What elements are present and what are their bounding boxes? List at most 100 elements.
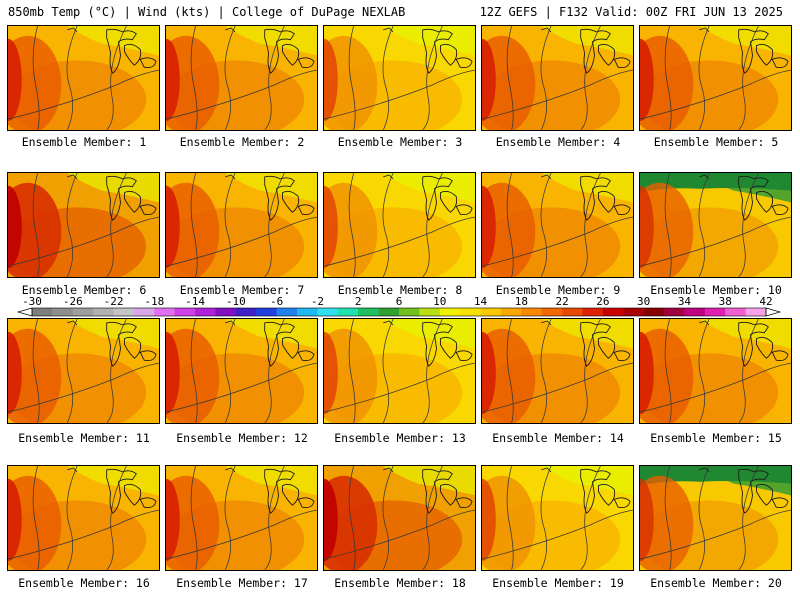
ensemble-panel xyxy=(481,318,634,424)
ensemble-panel xyxy=(323,172,476,278)
colorbar-swatch xyxy=(276,308,298,316)
ensemble-panel xyxy=(639,172,792,278)
colorbar-swatch xyxy=(215,308,237,316)
temperature-map xyxy=(324,173,475,277)
colorbar-swatch xyxy=(439,308,461,316)
temperature-map xyxy=(166,466,317,570)
temperature-map xyxy=(482,26,633,130)
colorbar-tick-label: -2 xyxy=(311,296,324,308)
colorbar-swatch xyxy=(399,308,420,316)
ensemble-panel xyxy=(7,172,160,278)
ensemble-member-label: Ensemble Member: 14 xyxy=(492,431,624,445)
colorbar-swatch xyxy=(500,308,522,316)
ensemble-member-label: Ensemble Member: 2 xyxy=(179,135,305,149)
colorbar-swatch xyxy=(256,308,277,316)
ensemble-member-label: Ensemble Member: 13 xyxy=(334,431,466,445)
ensemble-member-label: Ensemble Member: 17 xyxy=(176,576,308,590)
colorbar-swatch xyxy=(643,308,665,316)
ensemble-panel xyxy=(7,25,160,131)
colorbar-swatch xyxy=(725,308,746,316)
temperature-map xyxy=(482,319,633,423)
colorbar-tick-label: 2 xyxy=(355,296,362,308)
ensemble-panel xyxy=(165,465,318,571)
colorbar-swatch xyxy=(195,308,216,316)
colorbar-tick-label: -14 xyxy=(185,296,205,308)
temperature-map xyxy=(8,173,159,277)
ensemble-panel xyxy=(323,25,476,131)
ensemble-member-label: Ensemble Member: 3 xyxy=(337,135,463,149)
colorbar-tick-label: 26 xyxy=(596,296,609,308)
ensemble-panel xyxy=(165,318,318,424)
ensemble-panel xyxy=(481,465,634,571)
map-title: 850mb Temp (°C) | Wind (kts) | College o… xyxy=(8,5,406,19)
ensemble-member-label: Ensemble Member: 19 xyxy=(492,576,624,590)
colorbar-tick-label: 14 xyxy=(474,296,488,308)
colorbar-tick-label: 38 xyxy=(719,296,732,308)
ensemble-member-label: Ensemble Member: 11 xyxy=(18,431,150,445)
ensemble-member-label: Ensemble Member: 16 xyxy=(18,576,150,590)
colorbar-tick-label: 18 xyxy=(515,296,528,308)
colorbar-tick-label: -30 xyxy=(22,296,42,308)
ensemble-member-label: Ensemble Member: 6 xyxy=(21,283,147,297)
colorbar-swatch xyxy=(521,308,543,316)
ensemble-member-label: Ensemble Member: 18 xyxy=(334,576,466,590)
colorbar-swatch xyxy=(337,308,359,316)
colorbar-swatch xyxy=(72,308,94,316)
colorbar-tick-label: -18 xyxy=(144,296,164,308)
colorbar-tick-label: -6 xyxy=(270,296,283,308)
colorbar-tick-label: -10 xyxy=(226,296,246,308)
ensemble-member-label: Ensemble Member: 1 xyxy=(21,135,147,149)
ensemble-member-label: Ensemble Member: 15 xyxy=(650,431,782,445)
colorbar-swatch xyxy=(32,308,53,316)
colorbar-swatch xyxy=(419,308,441,316)
ensemble-panel xyxy=(481,172,634,278)
temperature-map xyxy=(166,319,317,423)
ensemble-panel xyxy=(165,172,318,278)
ensemble-member-label: Ensemble Member: 5 xyxy=(653,135,779,149)
ensemble-member-label: Ensemble Member: 9 xyxy=(495,283,621,297)
colorbar-swatch xyxy=(113,308,135,316)
colorbar-swatch xyxy=(154,308,176,316)
temperature-map xyxy=(166,26,317,130)
colorbar-swatch xyxy=(378,308,400,316)
temperature-map xyxy=(324,319,475,423)
ensemble-panel xyxy=(7,318,160,424)
ensemble-panel xyxy=(481,25,634,131)
temperature-colorbar: -30 -26 -22 -18 -14 -10 -6 -2 2 6 10 14 18 22 26 30 34 38… xyxy=(16,296,782,317)
colorbar-tick-label: 22 xyxy=(555,296,568,308)
colorbar-swatch xyxy=(480,308,502,316)
ensemble-panel xyxy=(639,318,792,424)
temperature-map xyxy=(482,466,633,570)
ensemble-panel xyxy=(323,318,476,424)
ensemble-member-label: Ensemble Member: 7 xyxy=(179,283,305,297)
colorbar-swatch xyxy=(745,308,767,316)
colorbar-swatch xyxy=(704,308,726,316)
colorbar-swatch xyxy=(297,308,318,316)
temperature-map xyxy=(482,173,633,277)
colorbar-swatch xyxy=(582,308,604,316)
colorbar-swatch xyxy=(602,308,624,316)
colorbar-swatch xyxy=(358,308,379,316)
temperature-map xyxy=(324,26,475,130)
colorbar-swatch xyxy=(684,308,706,316)
colorbar-swatch xyxy=(541,308,563,316)
ensemble-member-label: Ensemble Member: 10 xyxy=(650,283,782,297)
temperature-map xyxy=(8,26,159,130)
colorbar-swatch xyxy=(317,308,339,316)
colorbar-swatch xyxy=(52,308,74,316)
ensemble-panel xyxy=(323,465,476,571)
temperature-map xyxy=(324,466,475,570)
colorbar-tick-label: 30 xyxy=(637,296,650,308)
ensemble-panel xyxy=(639,25,792,131)
colorbar-tick-label: -22 xyxy=(104,296,124,308)
colorbar-swatch xyxy=(93,308,114,316)
ensemble-panel xyxy=(7,465,160,571)
temperature-map xyxy=(166,173,317,277)
colorbar-right-arrow xyxy=(765,307,782,317)
ensemble-member-label: Ensemble Member: 8 xyxy=(337,283,463,297)
temperature-map xyxy=(640,319,791,423)
colorbar-tick-label: 34 xyxy=(678,296,692,308)
ensemble-member-label: Ensemble Member: 4 xyxy=(495,135,621,149)
ensemble-panel xyxy=(165,25,318,131)
ensemble-panel xyxy=(639,465,792,571)
